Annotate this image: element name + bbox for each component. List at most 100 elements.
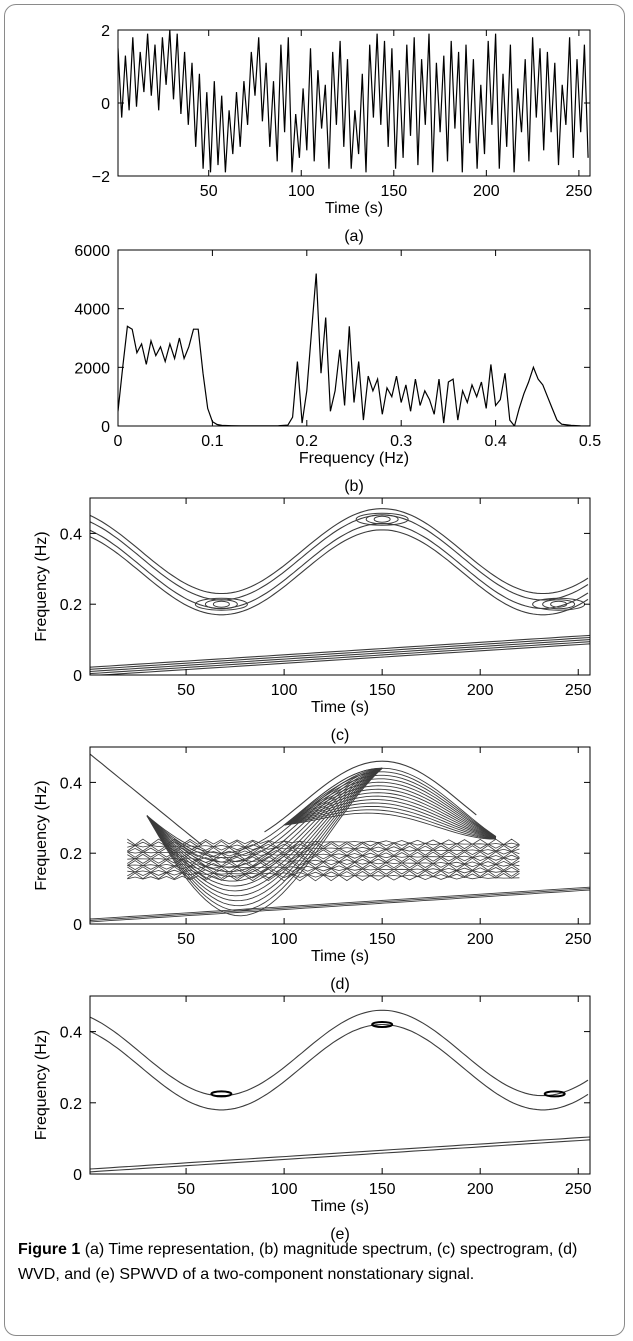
- cross-term-contour: [127, 842, 520, 850]
- cross-term-contour: [127, 866, 520, 873]
- x-tick-label-e: 100: [271, 1181, 298, 1198]
- interference-contour: [283, 781, 497, 838]
- cross-term-contour: [127, 855, 520, 863]
- y-tick-label-a: 0: [101, 96, 110, 113]
- y-tick-label-e: 0: [73, 1167, 82, 1184]
- interference-contour: [284, 809, 496, 840]
- plot-area-e: [90, 1009, 590, 1173]
- panel-label-b: (b): [344, 478, 364, 495]
- interference-contour: [283, 774, 497, 838]
- axes-box-b: [117, 249, 591, 427]
- cross-term-contour: [127, 838, 520, 846]
- x-axis-label-d: Time (s): [311, 948, 369, 965]
- interference-contour: [283, 785, 497, 838]
- energy-blob-contour: [355, 512, 409, 526]
- chirp-contour: [90, 886, 590, 920]
- x-tick-label-d: 50: [177, 931, 195, 948]
- y-tick-label-d: 0.2: [60, 846, 82, 863]
- fm-contour-outer: [90, 753, 203, 846]
- x-tick-label-c: 250: [565, 682, 592, 699]
- energy-blob-contour: [210, 1090, 233, 1098]
- y-tick-label-c: 0.2: [60, 597, 82, 614]
- panel-b: 0 0.1 0.2 0.3 0.4 0.5 0 2000 4000 6000 Frequency (…: [74, 243, 601, 495]
- interference-contour: [283, 788, 497, 839]
- x-tick-label-e: 200: [467, 1181, 494, 1198]
- interference-contour: [283, 771, 497, 838]
- panel-d: 50 100 150 200 250 0 0.2 0.4 Time (s) Frequency (…: [33, 746, 592, 993]
- fm-contour-outer: [90, 529, 589, 616]
- fm-contour: [90, 1023, 589, 1111]
- x-tick-label-d: 100: [271, 931, 298, 948]
- x-tick-label-b: 0: [114, 433, 123, 450]
- x-tick-label-d: 150: [369, 931, 396, 948]
- y-axis-label-c: Frequency (Hz): [33, 531, 50, 641]
- x-axis-label-e: Time (s): [311, 1198, 369, 1215]
- panel-a: 50 100 150 200 250 −2 0 2 Time (s) (a): [92, 23, 593, 245]
- y-tick-label-b: 4000: [74, 302, 110, 319]
- fm-contour-outer: [264, 760, 477, 833]
- x-tick-label-d: 200: [467, 931, 494, 948]
- chirp-contour: [90, 634, 590, 668]
- y-tick-label-a: −2: [92, 169, 110, 186]
- figure-frame: [4, 4, 625, 1336]
- y-tick-label-b: 2000: [74, 360, 110, 377]
- energy-blob-contour: [365, 514, 399, 525]
- x-tick-label-b: 0.4: [484, 433, 506, 450]
- x-tick-label-b: 0.2: [296, 433, 318, 450]
- x-tick-label-c: 150: [369, 682, 396, 699]
- y-tick-label-c: 0: [73, 668, 82, 685]
- data-line-b: [118, 273, 590, 426]
- cross-term-contour: [127, 864, 520, 871]
- x-tick-label-c: 50: [177, 682, 195, 699]
- x-tick-label-c: 200: [467, 682, 494, 699]
- chirp-contour: [90, 639, 590, 673]
- y-tick-label-d: 0: [73, 917, 82, 934]
- plot-area-b: [118, 273, 590, 426]
- cross-term-contour: [127, 868, 520, 875]
- energy-blob-contour: [371, 1020, 394, 1028]
- panel-e: 50 100 150 200 250 0 0.2 0.4 Time (s) Frequency (…: [33, 995, 592, 1243]
- interference-contour: [283, 805, 496, 840]
- axes-box-e: [89, 995, 591, 1175]
- caption-text: (a) Time representation, (b) magnitude s…: [18, 1241, 578, 1283]
- interference-contour: [283, 767, 497, 837]
- x-tick-label-a: 250: [566, 183, 593, 200]
- x-tick-label-d: 250: [565, 931, 592, 948]
- cross-term-contour: [127, 861, 520, 869]
- fm-contour-inner: [90, 522, 589, 609]
- chirp-contour: [90, 889, 590, 923]
- x-tick-label-e: 250: [565, 1181, 592, 1198]
- x-tick-label-a: 200: [473, 183, 500, 200]
- cross-term-contour: [127, 851, 520, 858]
- chirp-contour: [90, 1139, 590, 1173]
- fm-contour-inner: [90, 514, 589, 601]
- energy-blob-contour: [543, 1090, 566, 1098]
- panel-label-d: (d): [330, 976, 350, 993]
- interference-contour: [283, 802, 496, 839]
- energy-blob-contour: [550, 600, 568, 608]
- interference-contour: [283, 778, 497, 838]
- x-tick-label-a: 150: [380, 183, 407, 200]
- plot-area-a: [118, 30, 589, 173]
- axes-box-d: [89, 746, 591, 925]
- fm-contour: [90, 1009, 589, 1097]
- y-tick-label-b: 6000: [74, 243, 110, 260]
- x-tick-label-b: 0.1: [201, 433, 223, 450]
- energy-blob-contour: [204, 599, 238, 610]
- energy-blob-contour: [194, 597, 248, 611]
- y-axis-label-d: Frequency (Hz): [33, 780, 50, 890]
- plot-area-c: [90, 508, 590, 675]
- axes-box-c: [89, 497, 591, 676]
- interference-contour: [283, 795, 497, 839]
- panel-c: 50 100 150 200 250 0 0.2 0.4 Time (s) Frequency (…: [33, 497, 592, 744]
- panel-label-e: (e): [330, 1226, 350, 1243]
- interference-contour: [284, 812, 496, 840]
- chirp-contour: [90, 1136, 590, 1170]
- x-axis-label-b: Frequency (Hz): [299, 450, 409, 467]
- panel-label-c: (c): [331, 727, 350, 744]
- figure-caption: Figure 1 (a) Time representation, (b) ma…: [18, 1237, 618, 1287]
- x-tick-label-b: 0.3: [390, 433, 412, 450]
- data-line-a: [118, 30, 589, 173]
- caption-label: Figure 1: [18, 1241, 81, 1258]
